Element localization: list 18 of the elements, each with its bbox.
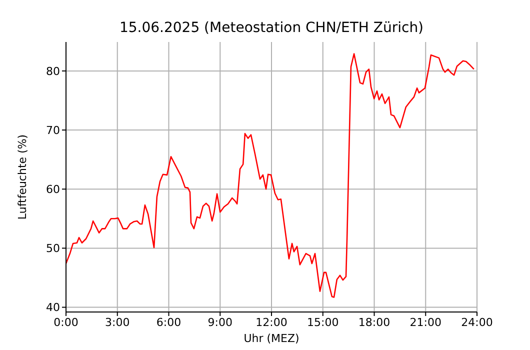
y-axis-title: Luftfeuchte (%) [16,134,29,220]
chart-title: 15.06.2025 (Meteostation CHN/ETH Zürich) [118,20,425,36]
x-tick-label: 24:00 [461,316,493,329]
y-tick-label: 80 [46,64,60,78]
x-tick-label: 21:00 [410,316,442,329]
x-tick-label: 6:00 [156,316,182,329]
x-tick-label: 12:00 [256,316,288,329]
x-tick-label: 15:00 [307,316,339,329]
x-axis-title: Uhr (MEZ) [244,332,300,345]
line-series [66,53,475,298]
x-tick-label: 9:00 [208,316,232,329]
y-tick-label: 40 [46,301,60,314]
x-tick-label: 0:00 [54,316,78,329]
x-tick-label: 3:00 [105,316,130,329]
x-tick-label: 18:00 [358,316,390,329]
y-tick-label: 60 [46,183,60,196]
y-tick-label: 70 [46,124,60,137]
y-tick-label: 50 [46,242,60,256]
